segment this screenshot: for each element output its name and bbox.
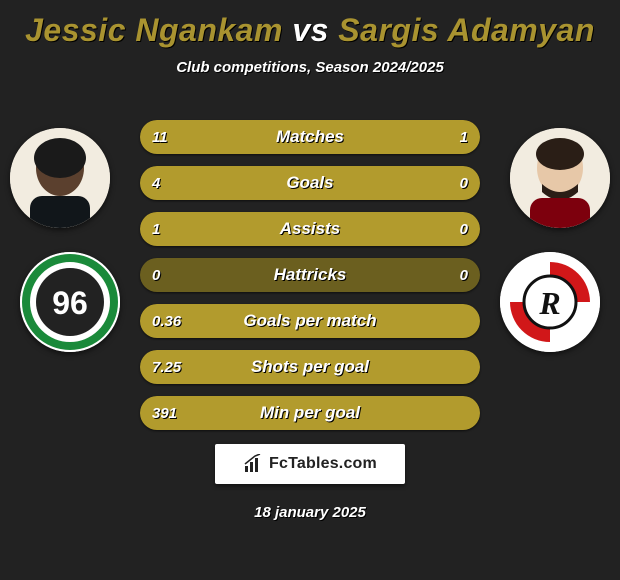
stat-row: 391Min per goal bbox=[140, 396, 480, 430]
stat-row: 10Assists bbox=[140, 212, 480, 246]
title-player-right: Sargis Adamyan bbox=[338, 12, 595, 48]
stat-row: 40Goals bbox=[140, 166, 480, 200]
comparison-subtitle: Club competitions, Season 2024/2025 bbox=[0, 59, 620, 76]
comparison-date: 18 january 2025 bbox=[0, 504, 620, 521]
stat-label: Min per goal bbox=[140, 403, 480, 423]
title-player-left: Jessic Ngankam bbox=[25, 12, 283, 48]
stat-label: Assists bbox=[140, 219, 480, 239]
club-left-crest: 96 bbox=[20, 252, 120, 352]
stat-row: 111Matches bbox=[140, 120, 480, 154]
stat-label: Hattricks bbox=[140, 265, 480, 285]
title-vs: vs bbox=[292, 12, 329, 48]
chart-icon bbox=[243, 454, 263, 474]
player-right-avatar bbox=[510, 128, 610, 228]
svg-text:96: 96 bbox=[52, 285, 88, 321]
stats-table: 111Matches 40Goals 10Assists 00Hattricks 0.3… bbox=[140, 120, 480, 442]
stat-label: Goals per match bbox=[140, 311, 480, 331]
stat-row: 7.25Shots per goal bbox=[140, 350, 480, 384]
site-name: FcTables.com bbox=[269, 455, 377, 473]
stat-row: 0.36Goals per match bbox=[140, 304, 480, 338]
stat-label: Matches bbox=[140, 127, 480, 147]
stat-label: Goals bbox=[140, 173, 480, 193]
svg-text:R: R bbox=[538, 285, 560, 321]
club-right-crest: R bbox=[500, 252, 600, 352]
site-badge: FcTables.com bbox=[215, 444, 405, 484]
player-left-avatar bbox=[10, 128, 110, 228]
stat-row: 00Hattricks bbox=[140, 258, 480, 292]
stat-label: Shots per goal bbox=[140, 357, 480, 377]
comparison-title: Jessic Ngankam vs Sargis Adamyan bbox=[0, 0, 620, 49]
